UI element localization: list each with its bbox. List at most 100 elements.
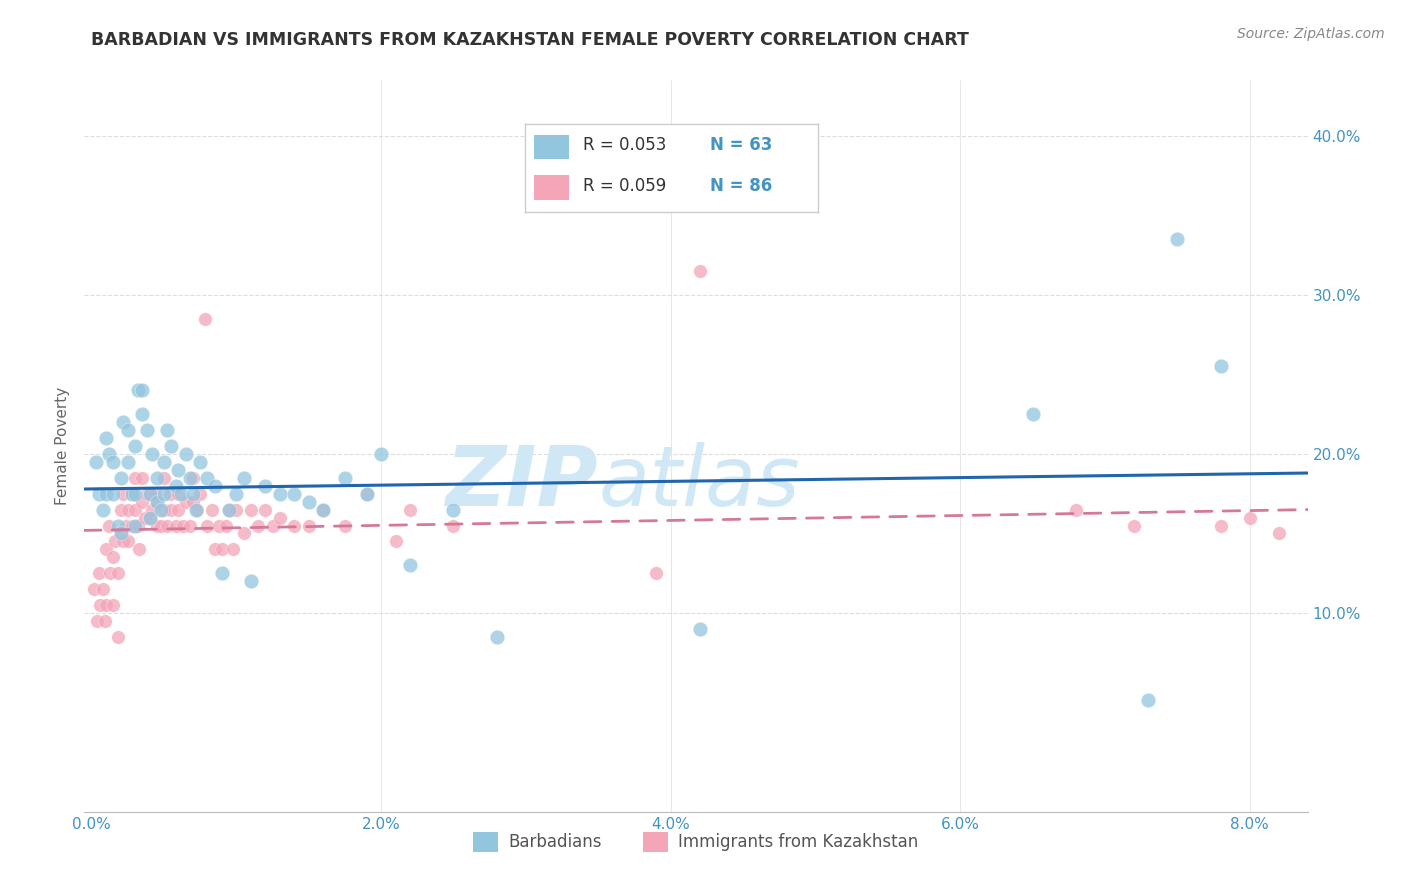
Point: [135, 423, 157, 437]
Point: [1122, 518, 1144, 533]
Point: [121, 518, 143, 533]
Point: [138, 486, 160, 500]
Point: [159, 486, 181, 500]
Point: [239, 502, 262, 516]
Point: [247, 518, 270, 533]
Point: [239, 574, 262, 589]
Legend: Barbadians, Immigrants from Kazakhstan: Barbadians, Immigrants from Kazakhstan: [467, 826, 925, 858]
Point: [150, 502, 173, 516]
Point: [110, 502, 132, 516]
Point: [370, 447, 392, 461]
Point: [215, 518, 238, 533]
Point: [193, 311, 215, 326]
Point: [179, 518, 201, 533]
Point: [98, 518, 121, 533]
Point: [94, 598, 117, 612]
Point: [128, 542, 150, 557]
Point: [174, 447, 197, 461]
Point: [160, 439, 183, 453]
Point: [181, 486, 204, 500]
Point: [208, 518, 231, 533]
Point: [269, 510, 291, 524]
Point: [197, 471, 219, 485]
Point: [1021, 407, 1043, 421]
Point: [188, 455, 211, 469]
Point: [141, 447, 163, 461]
Point: [689, 264, 711, 278]
Point: [107, 630, 129, 644]
Point: [121, 486, 143, 500]
Point: [104, 534, 127, 549]
Point: [107, 566, 129, 581]
Text: Source: ZipAtlas.com: Source: ZipAtlas.com: [1237, 27, 1385, 41]
Point: [153, 455, 176, 469]
Point: [181, 494, 204, 508]
Point: [1064, 502, 1087, 516]
Point: [156, 518, 179, 533]
Point: [485, 630, 508, 644]
Point: [86, 614, 108, 628]
Point: [356, 486, 378, 500]
Point: [218, 502, 240, 516]
Point: [225, 502, 247, 516]
Point: [103, 550, 125, 565]
Point: [333, 518, 356, 533]
Point: [1209, 359, 1232, 374]
Point: [1137, 693, 1160, 707]
Point: [117, 455, 139, 469]
Point: [131, 407, 153, 421]
Text: ZIP: ZIP: [446, 442, 598, 523]
Point: [188, 486, 211, 500]
Point: [141, 502, 163, 516]
Point: [115, 518, 138, 533]
Point: [1209, 518, 1232, 533]
Point: [153, 502, 176, 516]
Point: [138, 510, 160, 524]
Point: [143, 486, 166, 500]
Point: [94, 542, 117, 557]
Y-axis label: Female Poverty: Female Poverty: [55, 387, 70, 505]
Point: [222, 542, 245, 557]
Point: [232, 471, 254, 485]
Point: [103, 486, 125, 500]
Point: [124, 471, 146, 485]
Point: [262, 518, 284, 533]
Point: [145, 518, 167, 533]
Point: [134, 510, 156, 524]
Point: [112, 415, 135, 429]
Point: [124, 486, 146, 500]
Point: [89, 598, 111, 612]
Point: [145, 494, 167, 508]
Text: BARBADIAN VS IMMIGRANTS FROM KAZAKHSTAN FEMALE POVERTY CORRELATION CHART: BARBADIAN VS IMMIGRANTS FROM KAZAKHSTAN …: [91, 31, 969, 49]
Point: [232, 526, 254, 541]
Point: [93, 614, 115, 628]
Point: [110, 471, 132, 485]
Point: [1239, 510, 1261, 524]
Point: [117, 502, 139, 516]
Point: [87, 486, 110, 500]
Point: [645, 566, 668, 581]
Point: [100, 566, 122, 581]
Point: [443, 518, 465, 533]
Point: [131, 384, 153, 398]
Point: [127, 384, 149, 398]
Point: [112, 534, 135, 549]
Point: [145, 471, 167, 485]
Point: [150, 518, 173, 533]
Point: [167, 463, 190, 477]
Point: [124, 518, 146, 533]
Point: [211, 566, 233, 581]
Point: [145, 494, 167, 508]
Point: [131, 494, 153, 508]
Point: [153, 471, 176, 485]
Point: [225, 486, 247, 500]
Point: [124, 439, 146, 453]
Point: [1166, 232, 1188, 246]
Point: [170, 486, 193, 500]
Point: [91, 502, 114, 516]
Point: [283, 486, 305, 500]
Point: [218, 502, 240, 516]
Point: [298, 494, 321, 508]
Point: [186, 502, 208, 516]
Point: [254, 479, 277, 493]
